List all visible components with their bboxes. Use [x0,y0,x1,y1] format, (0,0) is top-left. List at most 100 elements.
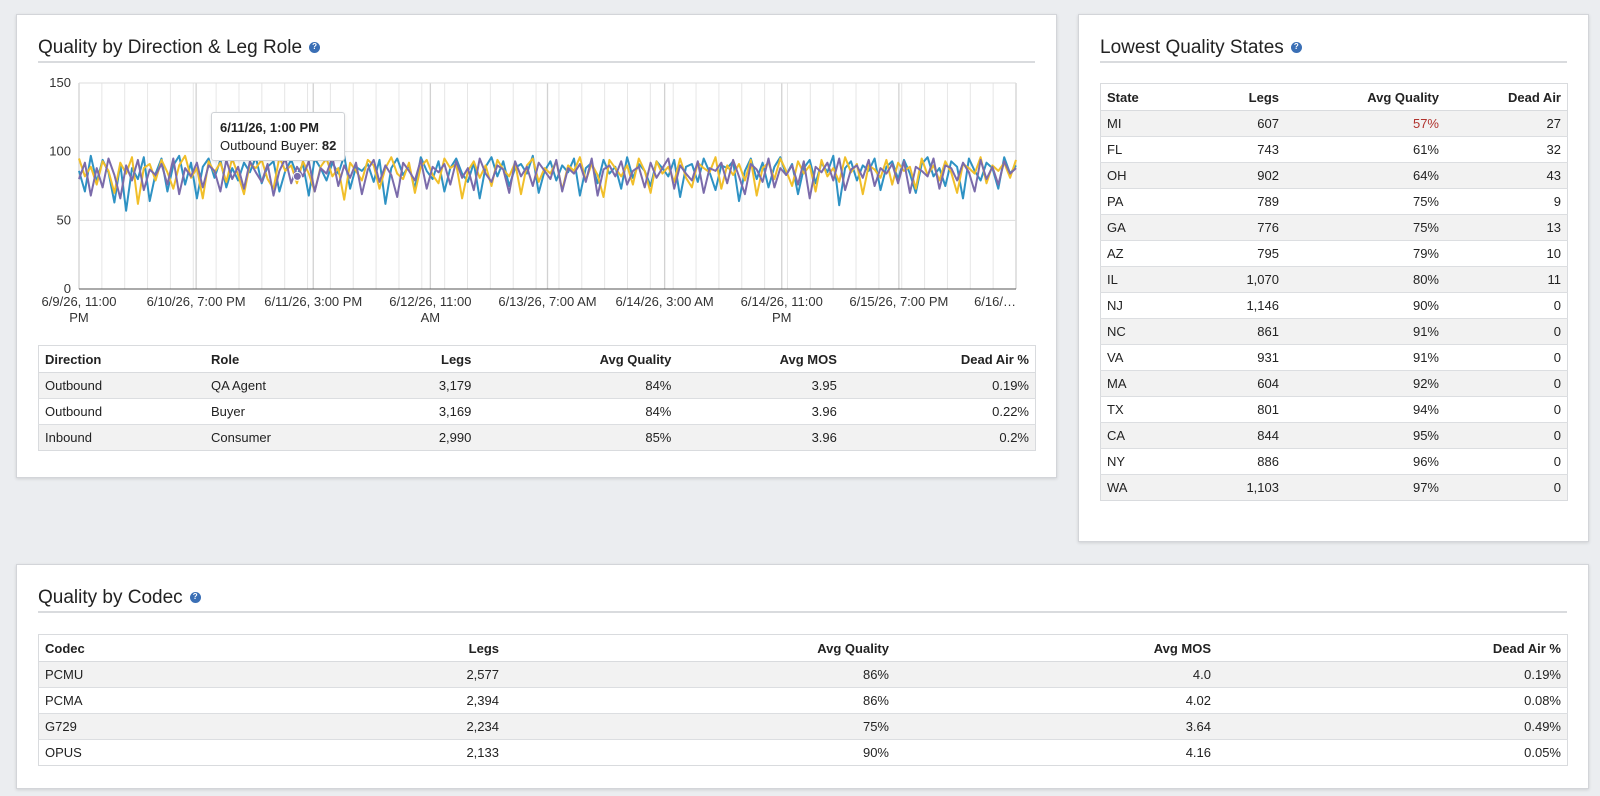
tooltip-label: Outbound Buyer: [220,138,319,153]
cell-state: NJ [1100,292,1183,319]
question-circle-icon[interactable]: ? [189,591,201,603]
table-row: PCMU 2,577 86% 4.0 0.19% [38,661,1568,688]
series-line-2 [78,156,1017,200]
cell-state: VA [1100,344,1183,371]
states-panel-title: Lowest Quality States [1100,37,1284,58]
column-header-dead-air[interactable]: Dead Air % [842,345,1036,373]
cell-state: GA [1100,214,1183,241]
table-row: Inbound Consumer 2,990 85% 3.96 0.2% [38,424,1036,451]
cell-dead-air: 0.49% [1217,713,1568,740]
cell-avg-quality: 84% [477,398,678,425]
cell-avg-quality: 84% [477,372,678,399]
cell-codec: PCMA [38,687,171,714]
column-header-avg-mos[interactable]: Avg MOS [677,345,843,373]
cell-avg-quality: 95% [1285,422,1445,449]
x-tick-label: 6/12/26, 11:00 [389,294,471,309]
table-row: Outbound Buyer 3,169 84% 3.96 0.22% [38,398,1036,425]
cell-dead-air: 0 [1445,292,1568,319]
table-header-row: State Legs Avg Quality Dead Air [1100,83,1568,111]
table-row: MA 604 92% 0 [1100,370,1568,397]
column-header-codec[interactable]: Codec [38,634,171,662]
column-header-avg-mos[interactable]: Avg MOS [895,634,1217,662]
x-tick-label: 6/14/26, 11:00 [741,294,823,309]
cell-legs: 795 [1183,240,1285,267]
cell-legs: 2,577 [171,661,505,688]
cell-direction: Outbound [38,398,205,425]
cell-state: WA [1100,474,1183,501]
table-row: NJ 1,146 90% 0 [1100,292,1568,319]
cell-avg-quality: 91% [1285,318,1445,345]
column-header-legs[interactable]: Legs [171,634,505,662]
cell-dead-air: 0.22% [842,398,1036,425]
cell-legs: 3,169 [371,398,478,425]
cell-avg-quality: 85% [477,424,678,451]
cell-legs: 886 [1183,448,1285,475]
cell-dead-air: 0 [1445,474,1568,501]
codec-panel: Quality by Codec ? Codec Legs Avg Qualit… [16,564,1589,789]
table-row: AZ 795 79% 10 [1100,240,1568,267]
x-tick-label: PM [772,310,792,325]
tooltip-title: 6/11/26, 1:00 PM [220,120,320,135]
table-row: G729 2,234 75% 3.64 0.49% [38,713,1568,740]
column-header-dead-air[interactable]: Dead Air [1445,83,1568,111]
column-header-direction[interactable]: Direction [38,345,205,373]
cell-state: OH [1100,162,1183,189]
column-header-legs[interactable]: Legs [371,345,478,373]
column-header-dead-air[interactable]: Dead Air % [1217,634,1568,662]
column-header-legs[interactable]: Legs [1183,83,1285,111]
question-circle-icon[interactable]: ? [309,41,321,53]
cell-legs: 604 [1183,370,1285,397]
x-tick-label: 6/11/26, 3:00 PM [264,294,362,309]
cell-legs: 607 [1183,110,1285,137]
y-tick-label: 50 [57,212,71,227]
cell-avg-quality: 92% [1285,370,1445,397]
table-row: IL 1,070 80% 11 [1100,266,1568,293]
cell-codec: PCMU [38,661,171,688]
cell-avg-quality: 86% [505,687,895,714]
cell-legs: 2,133 [171,739,505,766]
title-divider [38,611,1567,613]
column-header-role[interactable]: Role [205,345,371,373]
cell-avg-quality: 94% [1285,396,1445,423]
cell-avg-quality: 75% [1285,188,1445,215]
table-row: FL 743 61% 32 [1100,136,1568,163]
column-header-avg-quality[interactable]: Avg Quality [1285,83,1445,111]
cell-legs: 2,394 [171,687,505,714]
cell-avg-quality: 91% [1285,344,1445,371]
hover-point-marker [292,171,302,181]
cell-avg-quality: 75% [1285,214,1445,241]
cell-legs: 931 [1183,344,1285,371]
title-divider [1100,61,1567,63]
cell-state: MI [1100,110,1183,137]
cell-avg-mos: 4.0 [895,661,1217,688]
tooltip-value: 82 [321,138,337,153]
cell-avg-quality: 75% [505,713,895,740]
y-tick-label: 100 [49,144,71,159]
cell-codec: G729 [38,713,171,740]
column-header-avg-quality[interactable]: Avg Quality [505,634,895,662]
column-header-avg-quality[interactable]: Avg Quality [477,345,678,373]
cell-state: AZ [1100,240,1183,267]
cell-legs: 902 [1183,162,1285,189]
cell-dead-air: 0 [1445,344,1568,371]
question-circle-icon[interactable]: ? [1290,41,1302,53]
table-row: WA 1,103 97% 0 [1100,474,1568,501]
y-tick-label: 150 [49,75,71,90]
cell-legs: 861 [1183,318,1285,345]
cell-dead-air: 0.19% [842,372,1036,399]
y-tick-label: 0 [64,281,71,296]
table-row: NC 861 91% 0 [1100,318,1568,345]
cell-codec: OPUS [38,739,171,766]
cell-state: CA [1100,422,1183,449]
chart-tooltip: 6/11/26, 1:00 PM Outbound Buyer: 82 [211,112,346,161]
column-header-state[interactable]: State [1100,83,1183,111]
title-divider [38,61,1035,63]
table-row: OH 902 64% 43 [1100,162,1568,189]
cell-avg-quality: 57% [1285,110,1445,137]
states-table-body: MI 607 57% 27 FL 743 61% 32 OH 902 64% 43 PA 789 75% 9 G… [1100,110,1568,501]
table-row: MI 607 57% 27 [1100,110,1568,137]
cell-legs: 801 [1183,396,1285,423]
x-tick-label: 6/9/26, 11:00 [42,294,117,309]
cell-avg-quality: 80% [1285,266,1445,293]
